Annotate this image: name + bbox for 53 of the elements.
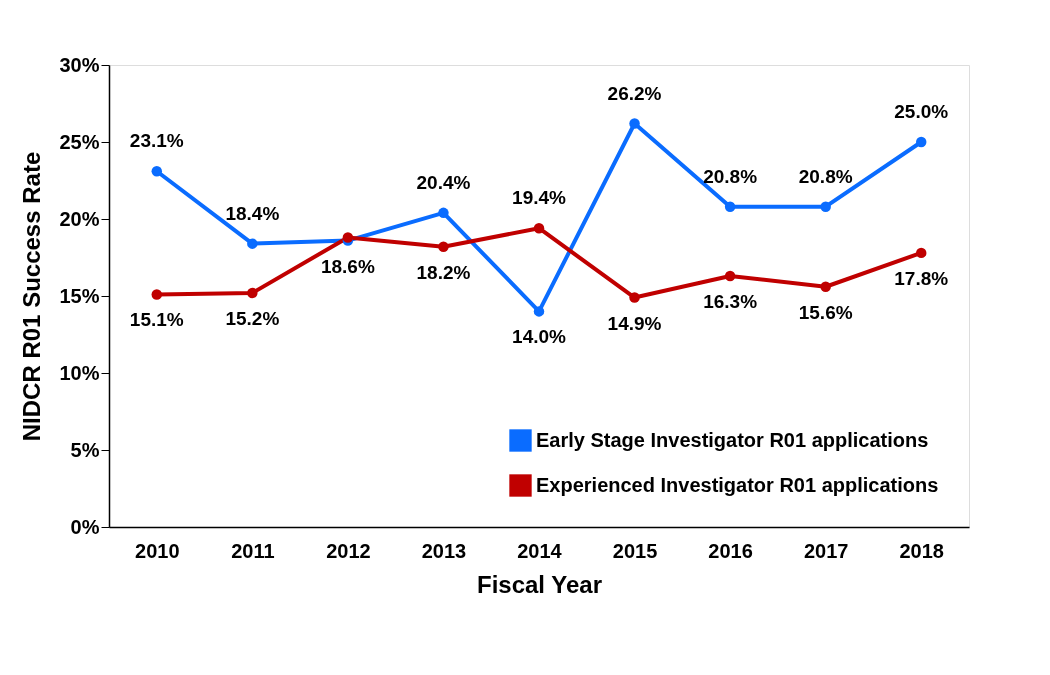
- data-label: 26.2%: [607, 82, 662, 104]
- point: [438, 207, 449, 219]
- data-label: 20.4%: [416, 171, 471, 193]
- x-tick-label: 2018: [899, 539, 944, 562]
- data-label: 14.0%: [512, 326, 567, 348]
- point: [151, 166, 163, 177]
- x-tick-label: 2015: [612, 539, 658, 562]
- point: [629, 292, 640, 303]
- data-label: 18.2%: [416, 261, 471, 283]
- x-tick-label: 2017: [803, 539, 849, 562]
- point: [915, 247, 927, 259]
- x-tick-label: 2011: [231, 539, 275, 562]
- y-tick-label: 0%: [70, 515, 100, 538]
- point: [915, 136, 927, 148]
- data-label: 15.1%: [129, 309, 184, 331]
- data-label: 16.3%: [703, 290, 758, 312]
- x-axis-title: Fiscal Year: [477, 570, 602, 598]
- x-tick-label: 2016: [708, 539, 753, 562]
- legend-label: Experienced Investigator R01 applications: [536, 473, 939, 496]
- point: [724, 270, 736, 282]
- point: [533, 223, 545, 234]
- data-label: 23.1%: [129, 130, 184, 152]
- point: [533, 306, 545, 317]
- x-tick-label: 2010: [135, 539, 180, 562]
- y-tick-label: 25%: [59, 130, 100, 153]
- data-label: 19.4%: [512, 187, 567, 209]
- y-tick-label: 5%: [70, 438, 100, 461]
- data-label: 15.2%: [225, 307, 280, 329]
- data-label: 20.8%: [798, 165, 853, 187]
- y-tick-label: 30%: [59, 53, 100, 76]
- point: [151, 289, 163, 300]
- y-tick-label: 20%: [59, 207, 100, 230]
- x-tick-label: 2014: [517, 539, 563, 562]
- data-label: 18.6%: [320, 255, 375, 277]
- x-tick-label: 2012: [326, 539, 371, 562]
- point: [724, 201, 736, 212]
- data-label: 14.9%: [607, 312, 662, 334]
- point: [438, 241, 449, 252]
- y-axis-title: NIDCR R01 Success Rate: [18, 151, 46, 442]
- point: [820, 281, 831, 292]
- data-label: 15.6%: [798, 301, 853, 323]
- point: [247, 287, 258, 299]
- x-tick-label: 2013: [421, 539, 467, 562]
- y-tick-label: 15%: [59, 284, 100, 307]
- point: [629, 118, 640, 129]
- data-label: 17.8%: [894, 267, 949, 289]
- legend-label: Early Stage Investigator R01 applications: [536, 428, 929, 451]
- data-label: 18.4%: [225, 202, 280, 224]
- data-label: 25.0%: [894, 101, 949, 122]
- point: [820, 201, 831, 212]
- point: [247, 238, 258, 249]
- data-label: 20.8%: [703, 165, 758, 187]
- y-tick-label: 10%: [59, 361, 100, 384]
